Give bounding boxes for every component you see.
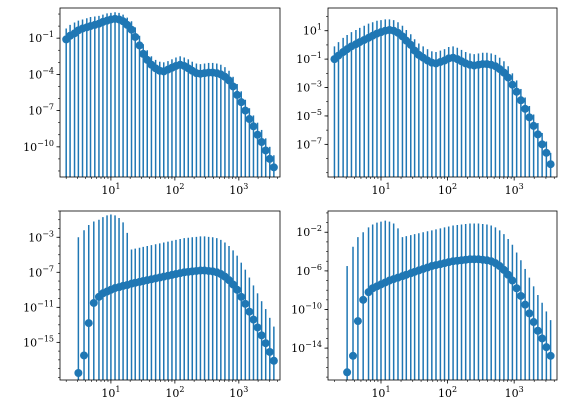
data-point bbox=[261, 339, 270, 348]
data-point bbox=[529, 318, 538, 327]
data-point bbox=[521, 300, 530, 309]
axes-frame bbox=[327, 210, 558, 381]
y-tick-label: 10−4 bbox=[28, 66, 54, 81]
data-point bbox=[257, 331, 266, 340]
y-tick-label: 10−1 bbox=[28, 30, 54, 45]
y-tick-label: 10−7 bbox=[28, 264, 54, 279]
data-point bbox=[508, 80, 517, 89]
subplot-bottom-left: 101 102 103 10−3 10−7 10−11 10−15 bbox=[23, 210, 281, 400]
subplot-bottom-right: 101 102 103 10−2 10−6 10−10 10−14 bbox=[291, 210, 558, 400]
data-point bbox=[249, 315, 258, 324]
y-tick-label: 10−7 bbox=[296, 136, 322, 151]
data-point bbox=[525, 113, 534, 122]
data-point bbox=[533, 130, 542, 139]
data-point bbox=[504, 73, 513, 82]
data-point bbox=[538, 334, 547, 343]
y-tick-label: 10−10 bbox=[23, 139, 54, 154]
data-point bbox=[257, 137, 266, 146]
y-tick-label: 10−14 bbox=[291, 340, 322, 355]
data-point bbox=[516, 291, 525, 300]
data-point bbox=[241, 299, 250, 308]
data-point bbox=[131, 32, 140, 41]
subplot-top-left: 101 102 103 10−1 10−4 10−7 10−10 bbox=[23, 7, 281, 197]
data-point bbox=[245, 307, 254, 316]
data-point bbox=[546, 351, 555, 360]
data-point bbox=[512, 87, 521, 96]
y-tick-label: 10−3 bbox=[296, 80, 322, 95]
data-point bbox=[504, 270, 513, 279]
series-top-right bbox=[330, 19, 555, 177]
x-tick-label: 102 bbox=[438, 182, 457, 197]
data-point bbox=[406, 40, 415, 49]
data-point bbox=[516, 96, 525, 105]
data-point bbox=[359, 295, 368, 304]
data-point bbox=[74, 368, 83, 377]
y-tick-label: 10−11 bbox=[23, 299, 54, 314]
data-point bbox=[139, 49, 148, 58]
y-tick-label: 10−1 bbox=[296, 51, 322, 66]
data-point bbox=[80, 351, 89, 360]
y-tick-label: 101 bbox=[303, 23, 322, 38]
data-point bbox=[225, 76, 234, 85]
data-point bbox=[89, 298, 98, 307]
x-tick-label: 103 bbox=[505, 385, 524, 400]
data-point bbox=[135, 41, 144, 50]
x-tick-label: 101 bbox=[371, 182, 390, 197]
x-tick-label: 102 bbox=[165, 385, 184, 400]
data-point bbox=[237, 292, 246, 301]
data-point bbox=[127, 25, 136, 34]
data-point bbox=[233, 90, 242, 99]
data-point bbox=[542, 343, 551, 352]
y-tick-label: 10−5 bbox=[296, 108, 322, 123]
data-point bbox=[349, 351, 358, 360]
x-tick-label: 103 bbox=[229, 385, 248, 400]
data-point bbox=[546, 160, 555, 169]
y-tick-label: 10−2 bbox=[296, 224, 322, 239]
y-tick-label: 10−15 bbox=[23, 334, 54, 349]
data-point bbox=[265, 347, 274, 356]
data-point bbox=[253, 323, 262, 332]
data-point bbox=[233, 285, 242, 294]
x-tick-label: 101 bbox=[101, 182, 120, 197]
data-point bbox=[512, 284, 521, 293]
data-point bbox=[533, 326, 542, 335]
x-tick-label: 102 bbox=[165, 182, 184, 197]
series-top-left bbox=[62, 12, 278, 177]
data-point bbox=[508, 276, 517, 285]
data-point bbox=[521, 104, 530, 113]
data-point bbox=[343, 368, 352, 377]
data-point bbox=[245, 115, 254, 124]
data-point bbox=[529, 121, 538, 130]
x-tick-label: 102 bbox=[438, 385, 457, 400]
x-tick-label: 101 bbox=[101, 385, 120, 400]
data-point bbox=[237, 98, 246, 107]
y-tick-label: 10−7 bbox=[28, 103, 54, 118]
data-point bbox=[229, 82, 238, 91]
y-tick-label: 10−10 bbox=[291, 302, 322, 317]
axes-frame bbox=[59, 7, 281, 178]
x-tick-label: 103 bbox=[505, 182, 524, 197]
data-point bbox=[269, 163, 278, 172]
data-point bbox=[265, 154, 274, 163]
subplot-top-right: 101 102 103 101 10−1 10−3 10−5 10−7 bbox=[296, 7, 558, 197]
series-bottom-right bbox=[343, 220, 555, 380]
data-point bbox=[353, 317, 362, 326]
axes-frame bbox=[327, 7, 558, 178]
y-tick-label: 10−6 bbox=[296, 263, 322, 278]
axes-frame bbox=[59, 210, 281, 381]
y-tick-label: 10−3 bbox=[28, 229, 54, 244]
x-tick-label: 103 bbox=[229, 182, 248, 197]
data-point bbox=[538, 140, 547, 149]
data-point bbox=[249, 122, 258, 131]
data-point bbox=[84, 319, 93, 328]
data-point bbox=[241, 106, 250, 115]
data-point bbox=[261, 146, 270, 155]
series-bottom-left bbox=[74, 214, 278, 380]
data-point bbox=[525, 309, 534, 318]
x-tick-label: 101 bbox=[371, 385, 390, 400]
data-point bbox=[253, 130, 262, 139]
data-point bbox=[542, 148, 551, 157]
data-point bbox=[269, 356, 278, 365]
